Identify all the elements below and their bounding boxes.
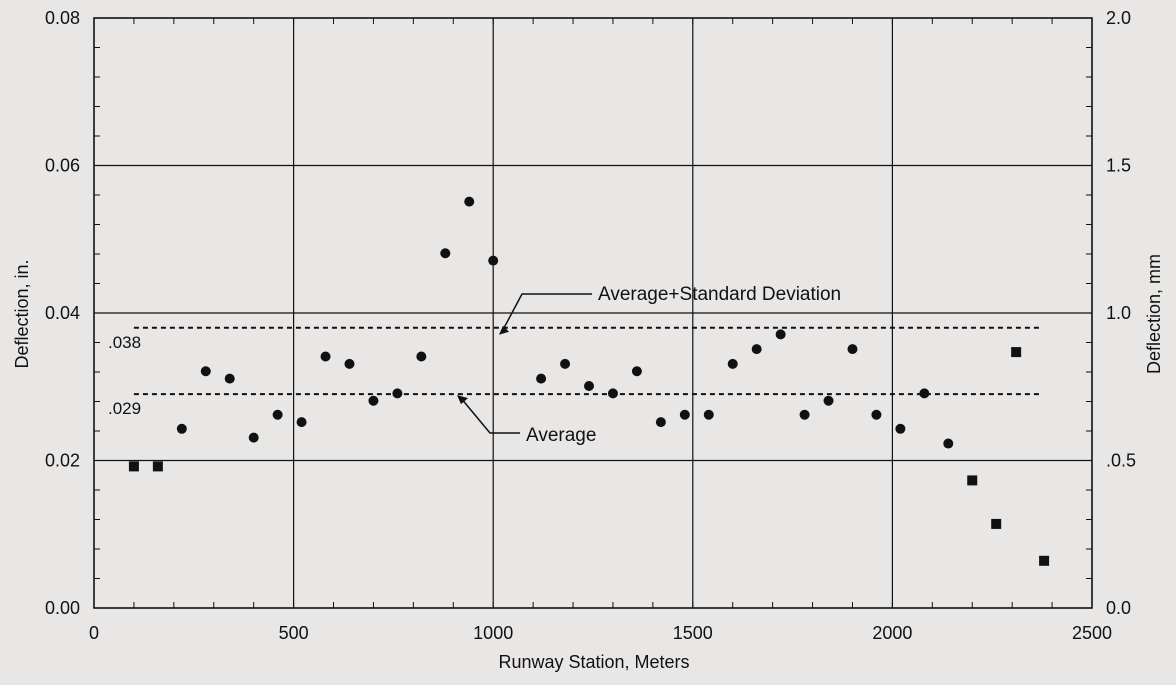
data-point-circle bbox=[895, 423, 906, 434]
grid bbox=[94, 18, 1092, 608]
data-point-circle bbox=[392, 388, 403, 399]
data-point-circle bbox=[703, 409, 714, 420]
annotation-arrowhead-average bbox=[457, 395, 468, 405]
data-point-circle bbox=[320, 351, 331, 362]
data-point-circle bbox=[416, 351, 427, 362]
data-point-circle bbox=[943, 438, 954, 449]
data-point-circle bbox=[799, 409, 810, 420]
y-tick-label-left: 0.06 bbox=[45, 156, 80, 176]
data-point-circle bbox=[607, 388, 618, 399]
data-point-circle bbox=[727, 358, 738, 369]
x-axis-title: Runway Station, Meters bbox=[498, 652, 689, 672]
data-point-circle bbox=[464, 196, 475, 207]
data-point-circle bbox=[296, 417, 307, 428]
data-point-circle bbox=[871, 409, 882, 420]
x-tick-label: 0 bbox=[89, 623, 99, 643]
data-point-square bbox=[991, 518, 1002, 529]
data-point-circle bbox=[751, 344, 762, 355]
data-point-square bbox=[967, 475, 978, 486]
data-point-circle bbox=[488, 255, 499, 266]
annotation-arrowhead-std bbox=[499, 325, 509, 335]
reference-label-avg: .029 bbox=[108, 399, 141, 418]
data-point-circle bbox=[631, 366, 642, 377]
data-point-circle bbox=[344, 358, 355, 369]
y-tick-label-left: 0.04 bbox=[45, 303, 80, 323]
data-point-circle bbox=[224, 373, 235, 384]
y-tick-label-left: 0.02 bbox=[45, 451, 80, 471]
x-tick-label: 1000 bbox=[473, 623, 513, 643]
data-point-circle bbox=[847, 344, 858, 355]
data-point-circle bbox=[919, 388, 930, 399]
y-tick-label-right: 1.0 bbox=[1106, 303, 1131, 323]
reference-label-std: .038 bbox=[108, 333, 141, 352]
data-point-circle bbox=[248, 432, 259, 443]
data-point-circle bbox=[176, 423, 187, 434]
data-point-square bbox=[1039, 555, 1050, 566]
x-tick-label: 1500 bbox=[673, 623, 713, 643]
data-point-circle bbox=[536, 373, 547, 384]
x-tick-label: 2500 bbox=[1072, 623, 1112, 643]
annotations: Average+Standard Deviation Average bbox=[457, 284, 841, 446]
data-point-circle bbox=[200, 366, 211, 377]
data-point-circle bbox=[679, 409, 690, 420]
y-tick-label-left: 0.08 bbox=[45, 8, 80, 28]
annotation-leader-average bbox=[460, 397, 520, 434]
data-point-circle bbox=[655, 417, 666, 428]
data-point-square bbox=[152, 461, 163, 472]
axis-ticks: 0 500 1000 1500 2000 2500 0.00 0.02 0.04 0.06 0.08… bbox=[45, 8, 1136, 643]
y-tick-label-left: 0.00 bbox=[45, 598, 80, 618]
y-axis-title-left: Deflection, in. bbox=[12, 259, 32, 368]
annotation-leader-std bbox=[502, 293, 592, 331]
x-tick-label: 500 bbox=[279, 623, 309, 643]
data-point-square bbox=[128, 461, 139, 472]
data-point-circle bbox=[440, 248, 451, 259]
x-tick-label: 2000 bbox=[872, 623, 912, 643]
data-point-circle bbox=[823, 395, 834, 406]
y-tick-label-right: 2.0 bbox=[1106, 8, 1131, 28]
reference-lines: .038 .029 bbox=[108, 326, 1041, 418]
annotation-average: Average bbox=[526, 425, 596, 446]
data-point-circle bbox=[368, 395, 379, 406]
data-point-square bbox=[1011, 347, 1022, 358]
data-points bbox=[128, 196, 1050, 566]
data-point-circle bbox=[775, 329, 786, 340]
y-tick-label-right: 0.0 bbox=[1106, 598, 1131, 618]
annotation-std-deviation: Average+Standard Deviation bbox=[598, 284, 841, 305]
y-tick-label-right: 1.5 bbox=[1106, 156, 1131, 176]
y-tick-label-right: .0.5 bbox=[1106, 451, 1136, 471]
y-axis-title-right: Deflection, mm bbox=[1144, 254, 1164, 374]
data-point-circle bbox=[272, 409, 283, 420]
data-point-circle bbox=[560, 358, 571, 369]
data-point-circle bbox=[584, 381, 595, 392]
